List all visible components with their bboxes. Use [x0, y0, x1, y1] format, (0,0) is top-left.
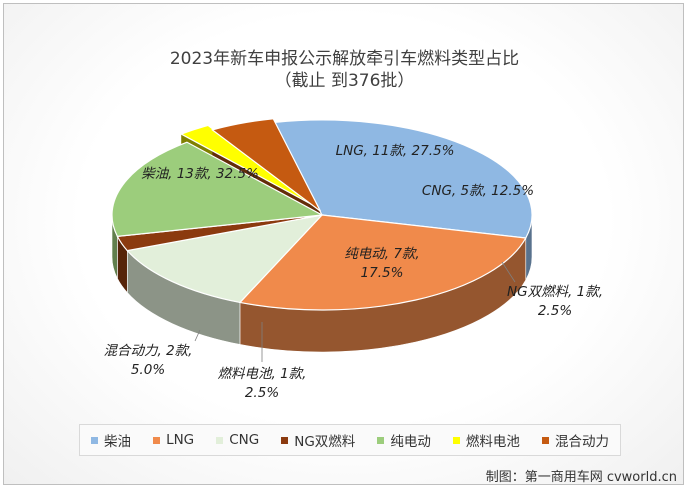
data-label-NG双燃料: NG双燃料, 1款, 2.5%	[507, 284, 603, 319]
pie-top-faces	[111, 118, 533, 311]
chart-subtitle: （截止 到376批）	[274, 71, 415, 91]
legend-swatch	[541, 436, 549, 444]
data-label-LNG: LNG, 11款, 27.5%	[336, 143, 455, 159]
legend-item-CNG: CNG	[216, 432, 259, 448]
pie-slice-LNG	[238, 214, 527, 311]
legend-item-燃料电池: 燃料电池	[452, 430, 520, 450]
legend-item-NG双燃料: NG双燃料	[281, 430, 355, 450]
legend-label: 纯电动	[390, 434, 431, 450]
pie-slice-燃料电池	[179, 124, 317, 208]
legend-swatch	[452, 436, 460, 444]
data-label-混合动力: 混合动力, 2款, 5.0%	[104, 343, 193, 378]
legend-label: 混合动力	[554, 434, 609, 450]
legend-label: 柴油	[104, 434, 132, 450]
legend-swatch	[216, 436, 224, 444]
leader-line	[501, 261, 516, 283]
legend-swatch	[153, 436, 161, 444]
legend-item-混合动力: 混合动力	[541, 430, 609, 450]
pie-slice-柴油	[273, 119, 533, 239]
legend-label: 燃料电池	[465, 434, 520, 450]
legend-item-LNG: LNG	[153, 432, 194, 448]
chart-legend: 柴油 LNG CNG NG双燃料 纯电动 燃料电池 混合动力	[79, 424, 621, 456]
pie-slice-纯电动	[111, 141, 324, 238]
data-label-纯电动: 纯电动, 7款, 17.5%	[344, 246, 419, 281]
credit-text: 制图：第一商用车网 cvworld.cn	[485, 470, 677, 485]
legend-item-纯电动: 纯电动	[377, 430, 431, 450]
legend-label: CNG	[229, 432, 260, 448]
legend-item-柴油: 柴油	[91, 430, 131, 450]
data-label-柴油: 柴油, 13款, 32.5%	[141, 166, 259, 182]
legend-swatch	[281, 436, 289, 444]
data-label-燃料电池: 燃料电池, 1款, 2.5%	[218, 366, 307, 401]
pie-slice-CNG	[126, 214, 324, 304]
legend-swatch	[91, 436, 99, 444]
data-label-CNG: CNG, 5款, 12.5%	[422, 183, 534, 199]
leader-line	[194, 329, 201, 342]
legend-swatch	[377, 436, 385, 444]
pie-data-labels: 柴油, 13款, 32.5% LNG, 11款, 27.5% CNG, 5款, 12…	[104, 143, 604, 401]
legend-label: NG双燃料	[294, 434, 356, 450]
legend-label: LNG	[166, 432, 195, 448]
chart-title: 2023年新车申报公示解放牵引车燃料类型占比	[169, 49, 520, 69]
pie-slice-混合动力	[211, 118, 322, 212]
